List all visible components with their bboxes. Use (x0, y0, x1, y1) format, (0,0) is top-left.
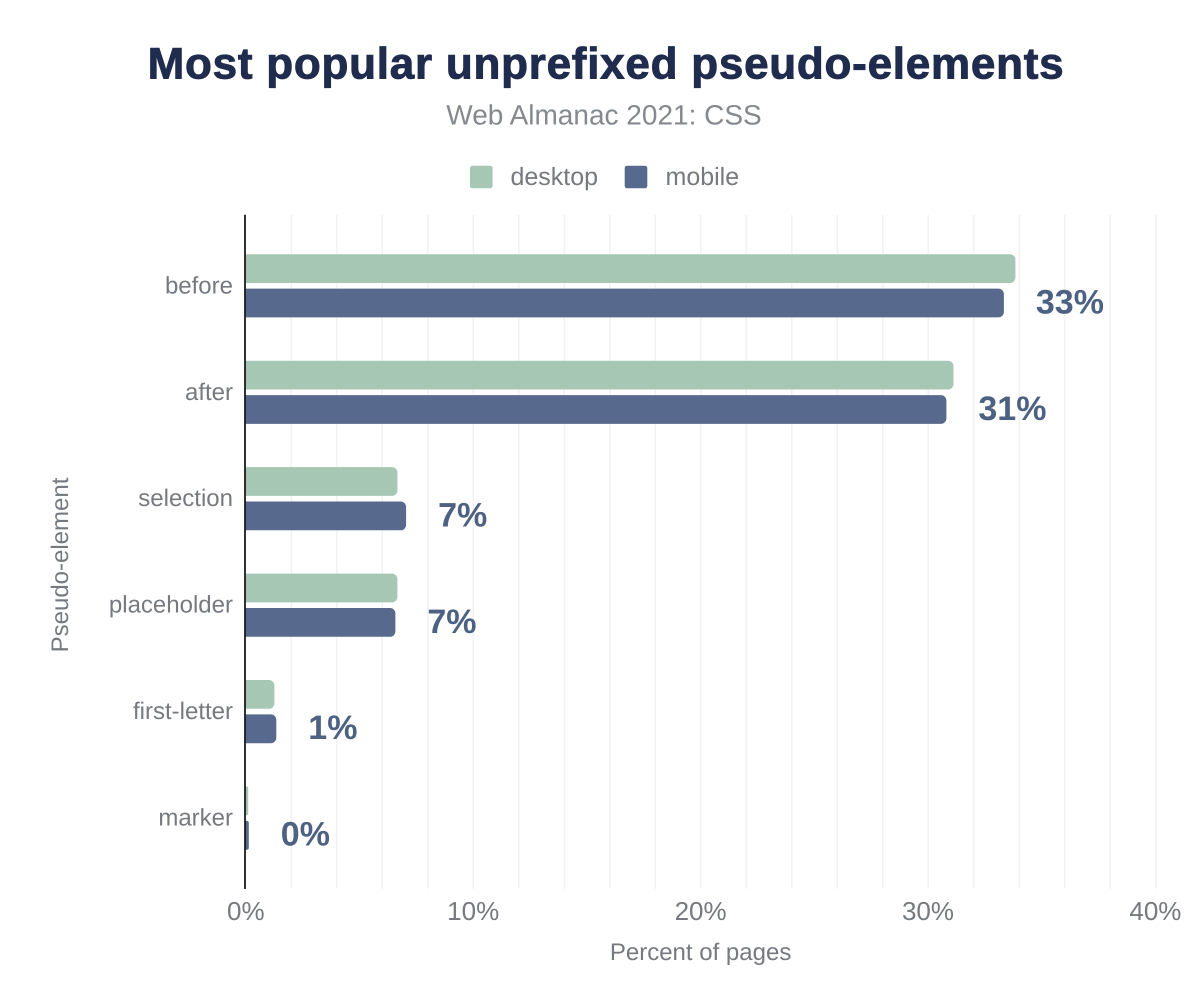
svg-text:Pseudo-element: Pseudo-element (47, 477, 74, 652)
svg-text:33%: 33% (1036, 283, 1104, 321)
svg-text:Web Almanac 2021: CSS: Web Almanac 2021: CSS (446, 99, 761, 130)
svg-text:placeholder: placeholder (109, 592, 233, 619)
svg-text:before: before (165, 272, 233, 299)
svg-text:first-letter: first-letter (133, 698, 233, 725)
svg-text:7%: 7% (438, 496, 487, 534)
svg-text:mobile: mobile (666, 163, 740, 191)
svg-text:Most popular unprefixed pseudo: Most popular unprefixed pseudo-elements (148, 40, 1065, 89)
svg-text:0%: 0% (227, 896, 265, 926)
svg-text:after: after (185, 379, 233, 406)
svg-text:7%: 7% (427, 603, 476, 641)
svg-text:desktop: desktop (511, 163, 599, 191)
svg-text:31%: 31% (978, 390, 1046, 428)
svg-text:marker: marker (158, 805, 233, 832)
svg-text:40%: 40% (1129, 896, 1181, 926)
svg-text:10%: 10% (447, 896, 499, 926)
svg-text:30%: 30% (902, 896, 954, 926)
svg-text:Percent of pages: Percent of pages (610, 939, 791, 966)
svg-text:20%: 20% (675, 896, 727, 926)
svg-text:selection: selection (138, 485, 233, 512)
svg-text:1%: 1% (308, 709, 357, 747)
svg-text:0%: 0% (281, 816, 330, 854)
